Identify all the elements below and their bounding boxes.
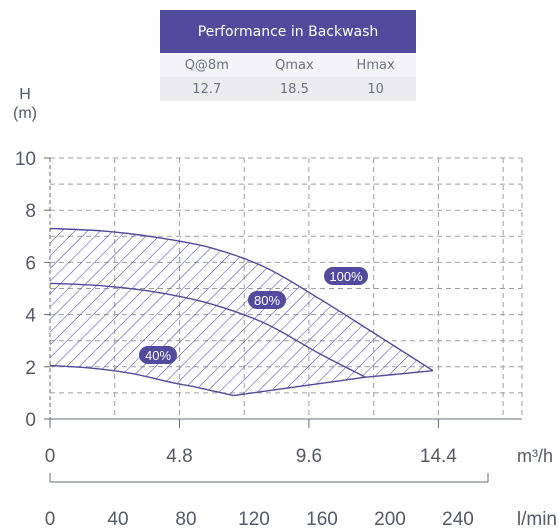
secondary-tick-label: 0 (45, 509, 56, 529)
y-tick-label: 8 (25, 201, 36, 222)
value-hmax: 10 (335, 77, 416, 101)
x-tick-label: 4.8 (166, 446, 192, 467)
label-pill (324, 267, 368, 285)
curve-40pct (49, 364, 234, 397)
secondary-tick-label: 120 (238, 509, 270, 529)
y-tick-label: 0 (25, 410, 36, 431)
label-text: 100% (329, 269, 363, 284)
label-pill (248, 291, 286, 309)
value-q-at-8m: 12.7 (160, 77, 254, 101)
x-tick-label: 14.4 (420, 446, 457, 467)
performance-table: Performance in Backwash Q@8m Qmax Hmax 1… (160, 10, 416, 101)
label-pill (139, 346, 177, 364)
y-tick-label: 10 (15, 149, 36, 170)
secondary-tick-label: 160 (306, 509, 338, 529)
curve-100pct (49, 227, 434, 372)
header-hmax: Hmax (335, 53, 416, 77)
curve-label-80pct: 80% (248, 291, 286, 309)
header-qmax: Qmax (253, 53, 336, 77)
x-tick-label: 0 (45, 446, 56, 467)
secondary-tick-label: 240 (442, 509, 474, 529)
curve-label-40pct: 40% (139, 346, 177, 364)
secondary-tick-label: 80 (175, 509, 196, 529)
secondary-tick-label: 200 (374, 509, 406, 529)
x-secondary-unit: l/min (517, 509, 557, 529)
value-qmax: 18.5 (253, 77, 336, 101)
label-text: 40% (145, 348, 171, 363)
boundary-line (233, 370, 434, 397)
header-q-at-8m: Q@8m (160, 53, 254, 77)
label-text: 80% (254, 293, 280, 308)
y-tick-label: 6 (25, 253, 36, 274)
curve-label-100pct: 100% (324, 267, 368, 285)
x-primary-unit: m³/h (517, 446, 553, 466)
y-tick-label: 4 (25, 306, 36, 327)
y-axis-label-h: H (19, 86, 31, 103)
curves (49, 227, 434, 397)
y-tick-label: 2 (25, 358, 36, 379)
secondary-tick-label: 40 (107, 509, 128, 529)
axes: 0 2 4 6 8 10 0 4.8 9.6 14.4 m³/h 0 40 80 120 160 200 240 l… (15, 149, 557, 529)
curve-80pct (49, 282, 366, 378)
table-title: Performance in Backwash (160, 10, 416, 53)
curve-labels: 100% 80% 40% (139, 267, 368, 364)
x-tick-label: 9.6 (296, 446, 322, 467)
y-axis-label-unit: (m) (13, 105, 37, 122)
